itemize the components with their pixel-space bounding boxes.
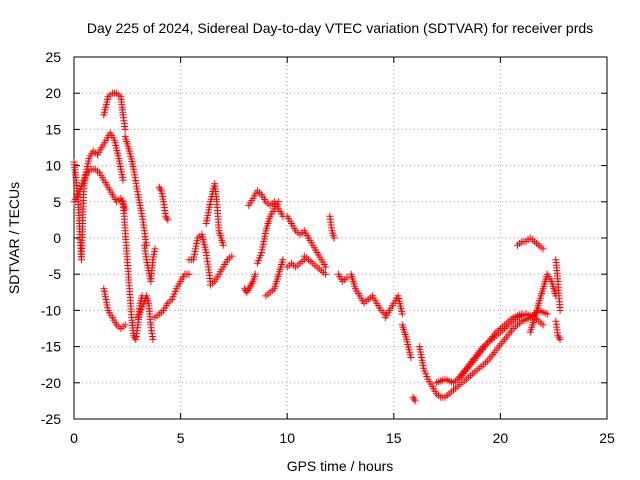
- y-tick-label: 10: [45, 158, 61, 174]
- y-tick-label: -15: [41, 339, 61, 355]
- y-tick-label: 25: [45, 49, 61, 65]
- data-point: [246, 283, 254, 291]
- x-tick-label: 5: [177, 430, 185, 446]
- data-point: [244, 287, 252, 294]
- axis-ticks: 0 5 10 15 20 25 -25 -20 -15 -10 -5 0 5 10 15 20 25: [41, 49, 615, 446]
- data-point: [219, 241, 227, 249]
- data-point: [539, 245, 547, 253]
- y-tick-label: 5: [53, 194, 61, 210]
- data-point: [155, 183, 163, 191]
- data-point: [121, 205, 129, 213]
- data-point: [407, 354, 415, 361]
- data-point: [322, 270, 330, 278]
- data-point: [543, 310, 551, 318]
- y-tick-label: -10: [41, 302, 61, 318]
- data-point: [131, 334, 139, 342]
- data-point: [539, 321, 547, 329]
- x-tick-label: 20: [493, 430, 509, 446]
- data-point: [162, 212, 170, 220]
- data-point: [121, 321, 129, 329]
- data-point: [411, 397, 419, 405]
- y-tick-label: -20: [41, 375, 61, 391]
- data-point: [245, 285, 253, 293]
- data-point: [185, 270, 193, 278]
- chart-title: Day 225 of 2024, Sidereal Day-to-day VTE…: [87, 20, 593, 36]
- data-point: [279, 256, 287, 264]
- data-point: [322, 263, 330, 271]
- data-point: [251, 270, 259, 278]
- data-point: [556, 306, 564, 314]
- data-point: [330, 234, 338, 242]
- data-point: [151, 245, 159, 253]
- y-tick-label: 15: [45, 121, 61, 137]
- data-point: [409, 393, 417, 401]
- data-points: [70, 89, 564, 405]
- x-tick-label: 0: [70, 430, 78, 446]
- data-point: [343, 274, 351, 282]
- data-point: [119, 176, 127, 184]
- x-tick-label: 15: [386, 430, 402, 446]
- y-axis-label: SDTVAR / TECUs: [6, 182, 22, 294]
- y-tick-label: 20: [45, 85, 61, 101]
- data-point: [556, 335, 564, 343]
- data-point: [555, 334, 563, 342]
- data-point: [398, 310, 406, 318]
- data-point: [121, 125, 129, 133]
- data-point: [163, 214, 171, 222]
- data-point: [164, 216, 172, 224]
- x-tick-label: 10: [279, 430, 295, 446]
- x-axis-label: GPS time / hours: [287, 458, 394, 474]
- data-point: [156, 185, 164, 193]
- y-tick-label: 0: [53, 230, 61, 246]
- data-point: [243, 288, 251, 296]
- data-point: [247, 281, 255, 289]
- data-point: [228, 252, 236, 260]
- y-tick-label: -5: [49, 266, 62, 282]
- data-point: [149, 335, 157, 343]
- y-tick-label: -25: [41, 411, 61, 427]
- x-tick-label: 25: [599, 430, 615, 446]
- data-point: [410, 395, 418, 403]
